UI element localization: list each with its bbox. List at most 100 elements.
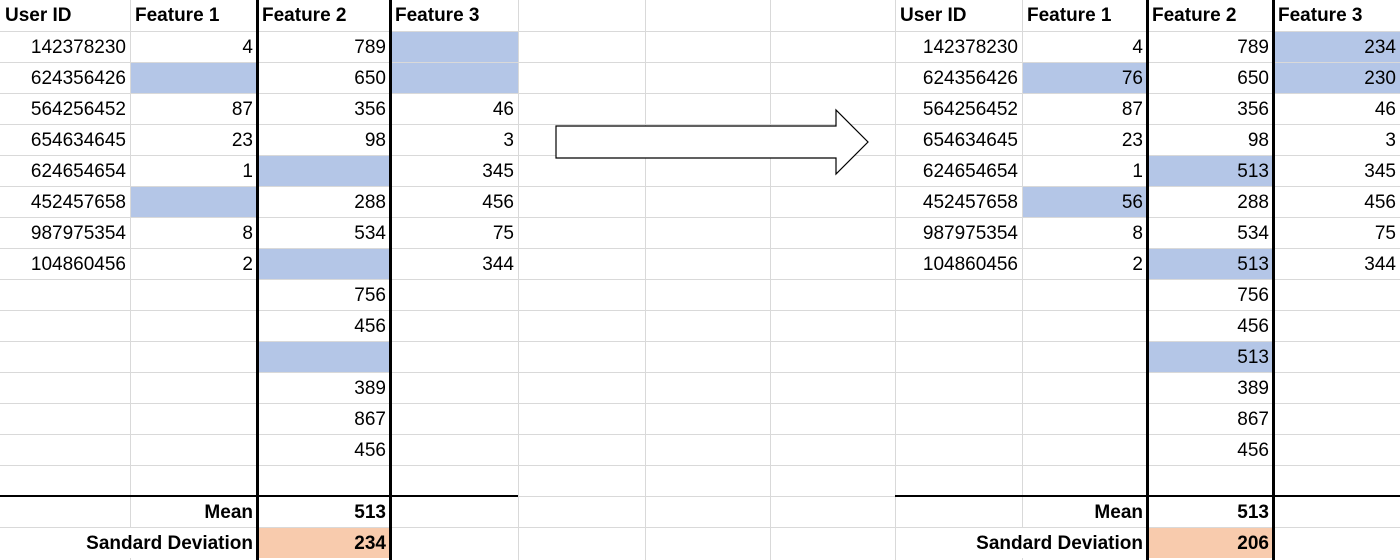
table-cell[interactable]: 345 [1364,161,1396,182]
table-cell[interactable]: 1 [242,161,253,182]
table-cell[interactable]: 650 [354,68,386,89]
table-cell[interactable]: 654634645 [922,130,1018,151]
mean-value[interactable]: 513 [354,502,386,523]
table-cell[interactable]: 288 [1237,192,1269,213]
table-cell[interactable]: 234 [1274,32,1400,62]
table-cell[interactable]: 624654654 [30,161,126,182]
gridline-horizontal [0,341,1400,342]
table-cell[interactable] [258,342,390,372]
table-cell[interactable]: 789 [1237,37,1269,58]
table-cell[interactable]: 513 [1148,342,1273,372]
feature2-border-right [1272,0,1275,560]
table-cell[interactable] [391,63,518,93]
gridline-horizontal [0,31,1400,32]
table-cell[interactable]: 46 [1374,99,1396,120]
table-cell[interactable]: 513 [1148,156,1273,186]
table-cell[interactable]: 344 [1364,254,1396,275]
table-cell[interactable]: 389 [354,378,386,399]
table-cell[interactable]: 56 [1023,187,1147,217]
table-cell[interactable]: 75 [1374,223,1396,244]
table-cell[interactable]: 389 [1237,378,1269,399]
table-cell[interactable]: 98 [364,130,386,151]
table-cell[interactable]: 23 [1121,130,1143,151]
table-cell[interactable]: 87 [1121,99,1143,120]
table-cell[interactable]: 142378230 [922,37,1018,58]
table-cell[interactable] [131,63,257,93]
gridline-horizontal [0,124,1400,125]
table-cell[interactable]: 1 [1132,161,1143,182]
table-cell[interactable]: 456 [1364,192,1396,213]
table-cell[interactable]: 2 [1132,254,1143,275]
table-cell[interactable]: 513 [1148,249,1273,279]
table-cell[interactable]: 104860456 [30,254,126,275]
table-cell[interactable]: 87 [231,99,253,120]
gridline-horizontal [0,403,1400,404]
table-cell[interactable]: 288 [354,192,386,213]
table-cell[interactable]: 456 [354,440,386,461]
gridline-horizontal [0,465,1400,466]
table-cell[interactable] [258,156,390,186]
table-cell[interactable]: 4 [1132,37,1143,58]
table-cell[interactable]: 564256452 [922,99,1018,120]
table-cell[interactable]: 23 [231,130,253,151]
table-cell[interactable]: 534 [1237,223,1269,244]
column-header[interactable]: Feature 2 [1152,5,1237,26]
table-cell[interactable]: 2 [242,254,253,275]
column-header[interactable]: Feature 3 [1278,5,1363,26]
column-header[interactable]: Feature 2 [262,5,347,26]
column-header[interactable]: Feature 1 [1027,5,1112,26]
table-cell[interactable]: 8 [242,223,253,244]
table-cell[interactable]: 987975354 [922,223,1018,244]
table-cell[interactable]: 142378230 [30,37,126,58]
table-cell[interactable]: 456 [1237,316,1269,337]
table-cell[interactable]: 452457658 [922,192,1018,213]
column-header[interactable]: Feature 3 [395,5,480,26]
table-cell[interactable]: 756 [354,285,386,306]
mean-value[interactable]: 513 [1237,502,1269,523]
table-cell[interactable]: 3 [503,130,514,151]
table-cell[interactable]: 624654654 [922,161,1018,182]
table-cell[interactable] [131,187,257,217]
table-cell[interactable] [258,249,390,279]
gridline-vertical [1022,0,1023,560]
table-cell[interactable]: 534 [354,223,386,244]
table-cell[interactable]: 356 [1237,99,1269,120]
table-cell[interactable]: 104860456 [922,254,1018,275]
table-cell[interactable] [391,32,518,62]
table-cell[interactable]: 867 [354,409,386,430]
table-cell[interactable]: 75 [492,223,514,244]
column-header[interactable]: User ID [5,5,72,26]
table-cell[interactable]: 230 [1274,63,1400,93]
std-value[interactable]: 234 [258,528,390,558]
table-cell[interactable]: 867 [1237,409,1269,430]
table-cell[interactable]: 654634645 [30,130,126,151]
table-cell[interactable]: 356 [354,99,386,120]
std-label: Sandard Deviation [896,528,1147,558]
table-cell[interactable]: 564256452 [30,99,126,120]
table-cell[interactable]: 3 [1385,130,1396,151]
table-cell[interactable]: 456 [354,316,386,337]
table-cell[interactable]: 452457658 [30,192,126,213]
table-cell[interactable]: 987975354 [30,223,126,244]
table-cell[interactable]: 624356426 [30,68,126,89]
table-cell[interactable]: 650 [1237,68,1269,89]
table-cell[interactable]: 345 [482,161,514,182]
table-cell[interactable]: 98 [1247,130,1269,151]
table-cell[interactable]: 76 [1023,63,1147,93]
table-cell[interactable]: 456 [1237,440,1269,461]
column-header[interactable]: User ID [900,5,967,26]
table-cell[interactable]: 8 [1132,223,1143,244]
table-cell[interactable]: 456 [482,192,514,213]
column-header[interactable]: Feature 1 [135,5,220,26]
table-cell[interactable]: 344 [482,254,514,275]
gridline-horizontal [0,248,1400,249]
std-value[interactable]: 206 [1148,528,1273,558]
table-cell[interactable]: 4 [242,37,253,58]
table-cell[interactable]: 789 [354,37,386,58]
table-cell[interactable]: 756 [1237,285,1269,306]
feature2-border-left [1146,0,1149,560]
table-cell[interactable]: 46 [492,99,514,120]
table-cell[interactable]: 624356426 [922,68,1018,89]
